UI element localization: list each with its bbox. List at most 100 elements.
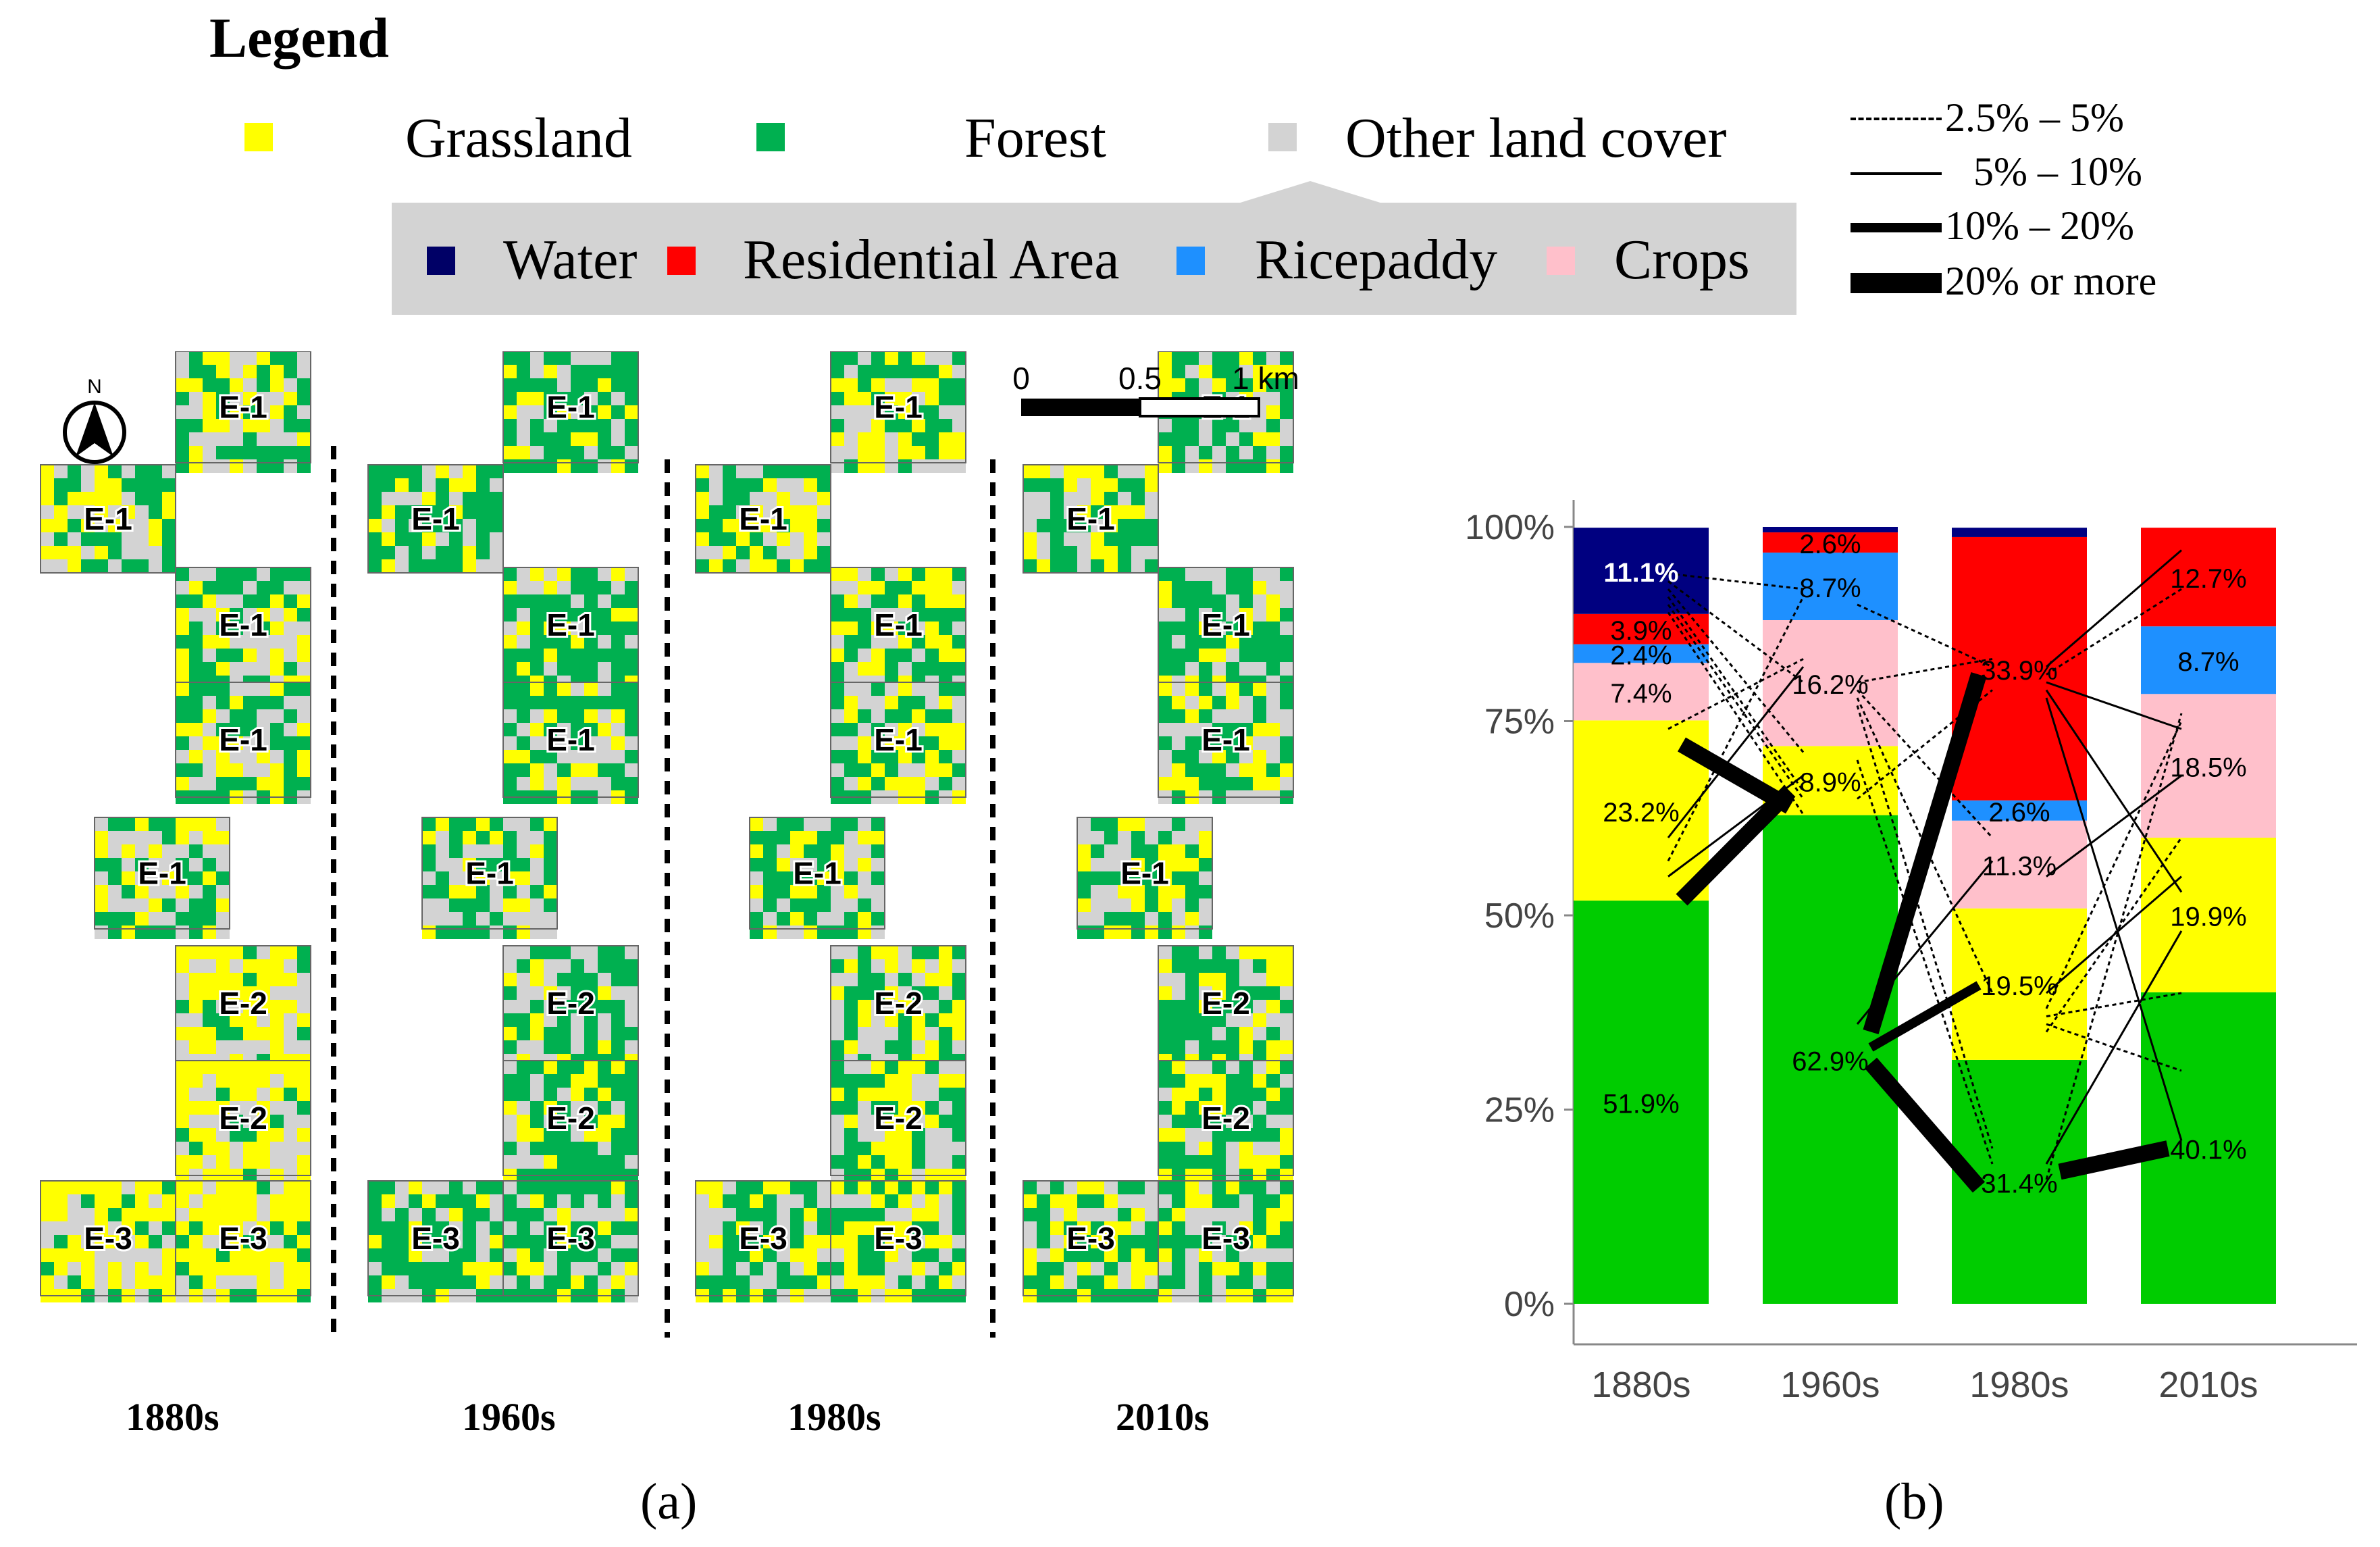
bar-segment-crops: [1952, 820, 2087, 909]
data-label: 8.9%: [1799, 767, 1861, 797]
decade-label-1880s: 1880s: [126, 1395, 219, 1439]
block-label: E-1: [1201, 722, 1250, 757]
y-tick-label: 75%: [1484, 703, 1555, 742]
scale-bar: 0 0.5 1 km: [1012, 361, 1299, 417]
block-label: E-1: [546, 607, 595, 642]
y-tick-label: 50%: [1484, 896, 1555, 936]
flow-line: [2058, 1140, 2170, 1180]
panel-label-a: (a): [640, 1473, 698, 1530]
data-label: 2.6%: [1799, 530, 1861, 559]
flow-line: [1856, 860, 1994, 1025]
block-label: E-1: [874, 390, 923, 425]
block-label: E-3: [84, 1221, 132, 1256]
map-block-e-1: E-1: [175, 682, 311, 804]
flow-line: [2045, 697, 2183, 1141]
decade-label-2010s: 2010s: [1116, 1395, 1210, 1439]
map-block-e-1: E-1: [421, 817, 558, 939]
map-block-e-1: E-1: [502, 567, 639, 689]
map-block-e-2: E-2: [502, 1060, 639, 1182]
map-block-e-1: E-1: [1077, 817, 1213, 939]
block-label: E-3: [874, 1221, 923, 1256]
block-label: E-2: [546, 986, 595, 1021]
flow-line: [1868, 981, 1982, 1052]
block-label: E-1: [739, 501, 787, 536]
block-label: E-1: [465, 856, 514, 891]
residential-label: Residential Area: [743, 228, 1120, 291]
block-label: E-1: [84, 501, 132, 536]
data-label: 11.1%: [1603, 558, 1678, 588]
block-label: E-2: [874, 986, 923, 1021]
map-block-e-3: E-3: [175, 1180, 311, 1302]
panel-label-b: (b): [1884, 1473, 1944, 1530]
data-label: 62.9%: [1792, 1046, 1868, 1076]
block-label: E-2: [874, 1100, 923, 1136]
block-label: E-2: [219, 1100, 267, 1136]
y-tick-label: 100%: [1465, 508, 1555, 547]
flow-line: [1667, 604, 1805, 800]
data-label: 3.9%: [1610, 616, 1672, 646]
x-tick-label: 1980s: [1969, 1365, 2069, 1405]
y-tick-label: 25%: [1484, 1091, 1555, 1130]
grassland-label: Grassland: [405, 107, 632, 170]
map-block-e-1: E-1: [367, 464, 504, 574]
flow-line: [1667, 596, 1805, 792]
crops-swatch: [1547, 247, 1575, 275]
grassland-swatch: [244, 123, 273, 151]
block-label: E-2: [219, 986, 267, 1021]
stacked-bar-chart: 0% 25% 50% 75% 100% 1880s 1960s 1980s 2010s 51.9%…: [1465, 500, 2357, 1405]
bar-segment-residential-area: [2141, 528, 2276, 627]
legend-title: Legend: [209, 7, 390, 70]
block-label: E-1: [219, 390, 267, 425]
flow-width-label-4: 20% or more: [1945, 259, 2157, 303]
map-block-e-1: E-1: [695, 464, 831, 574]
block-label: E-1: [138, 856, 186, 891]
map-block-e-1: E-1: [830, 567, 966, 689]
data-label: 16.2%: [1792, 670, 1868, 700]
data-label: 33.9%: [1981, 656, 2057, 686]
ricepaddy-swatch: [1176, 247, 1205, 275]
map-block-e-1: E-1: [1158, 682, 1294, 804]
map-block-e-3: E-3: [695, 1180, 831, 1302]
data-label: 11.3%: [1982, 852, 2056, 882]
map-block-e-1: E-1: [1158, 567, 1294, 689]
flow-line: [1667, 611, 1805, 815]
block-label: E-1: [874, 722, 923, 757]
block-label: E-3: [739, 1221, 787, 1256]
map-block-e-2: E-2: [1158, 1060, 1294, 1182]
flow-width-label-1: 2.5% – 5%: [1945, 95, 2124, 140]
north-label: N: [87, 376, 102, 398]
data-label: 8.7%: [2177, 647, 2239, 677]
flow-line: [2046, 1023, 2182, 1072]
flow-line: [1667, 658, 1804, 730]
forest-swatch: [756, 123, 785, 151]
flow-line: [1678, 737, 1794, 814]
block-label: E-3: [546, 1221, 595, 1256]
block-label: E-1: [793, 856, 842, 891]
forest-label: Forest: [964, 107, 1106, 170]
map-block-e-2: E-2: [175, 1060, 311, 1182]
bar-segment-water: [1763, 527, 1898, 533]
map-block-e-3: E-3: [502, 1180, 639, 1302]
block-label: E-2: [546, 1100, 595, 1136]
flow-line: [1676, 785, 1796, 906]
flow-width-key-dashed: [1851, 118, 1942, 120]
legend-band-notch: [1236, 181, 1385, 204]
flow-line: [2046, 992, 2182, 1017]
decade-label-1960s: 1960s: [462, 1395, 556, 1439]
map-block-e-1: E-1: [175, 351, 311, 473]
flow-line: [2045, 720, 2183, 1009]
bar-segment-water: [1952, 528, 2087, 537]
flow-line: [1856, 705, 1994, 1149]
data-label: 2.6%: [1988, 798, 2050, 828]
scale-half: 0.5: [1118, 361, 1162, 396]
water-swatch: [427, 247, 455, 275]
data-label: 2.4%: [1610, 640, 1672, 670]
flow-line: [1856, 689, 1994, 839]
flow-line: [2045, 689, 2183, 893]
data-label: 51.9%: [1603, 1090, 1679, 1119]
bar-segment-water: [1574, 528, 1709, 614]
flow-line: [1667, 572, 1804, 590]
block-label: E-1: [219, 722, 267, 757]
data-label: 19.9%: [2170, 902, 2246, 932]
flow-line: [1864, 1057, 1986, 1193]
